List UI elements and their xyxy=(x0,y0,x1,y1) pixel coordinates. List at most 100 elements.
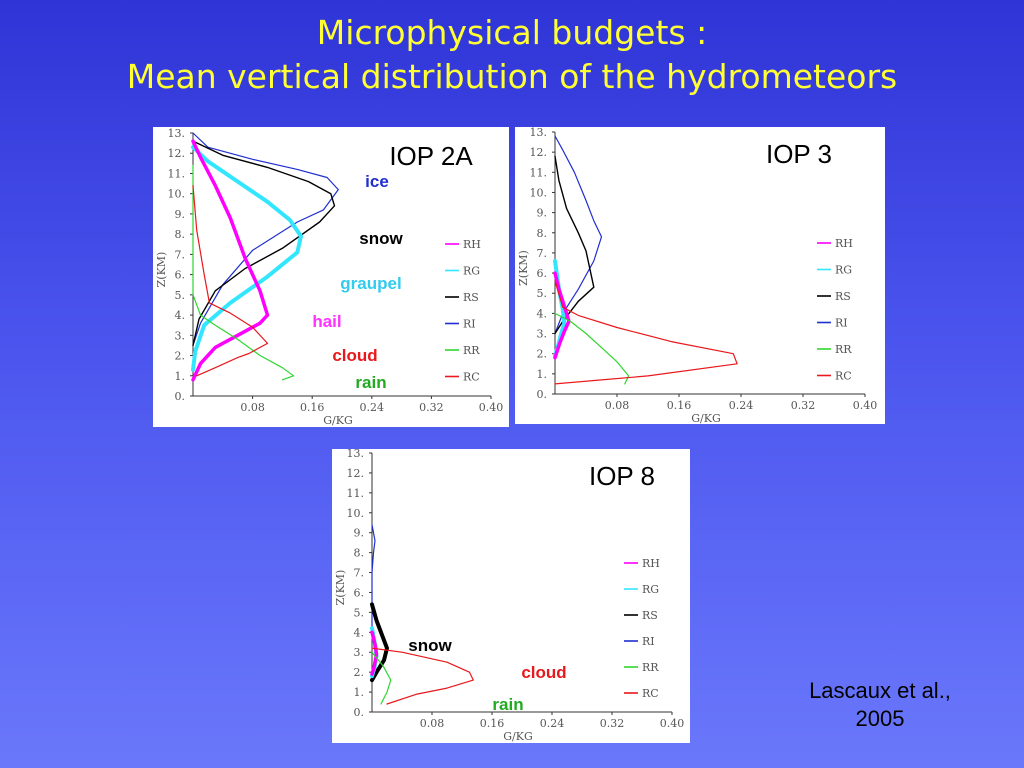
series-line-rh xyxy=(191,139,270,382)
y-tick-label: 4. xyxy=(537,307,548,320)
y-tick-label: 8. xyxy=(175,228,186,241)
y-tick-label: 7. xyxy=(175,248,186,261)
y-tick-label: 9. xyxy=(537,207,548,220)
legend-label-rr: RR xyxy=(463,344,480,357)
y-tick-label: 8. xyxy=(537,227,548,240)
y-tick-label: 12. xyxy=(168,147,186,160)
legend-label-ri: RI xyxy=(642,635,655,648)
legend-label-rr: RR xyxy=(835,343,852,356)
citation-year: 2005 xyxy=(855,706,905,731)
x-tick-label: 0.24 xyxy=(540,717,565,730)
x-tick-label: 0.24 xyxy=(360,401,385,414)
x-tick-label: 0.40 xyxy=(660,717,685,730)
x-tick-label: 0.40 xyxy=(853,399,878,412)
legend-label-rg: RG xyxy=(835,264,852,277)
y-tick-label: 6. xyxy=(354,586,365,599)
x-axis-label: G/KG xyxy=(323,414,353,427)
y-tick-label: 10. xyxy=(530,186,548,199)
y-tick-label: 11. xyxy=(347,487,365,500)
series-line-rs xyxy=(192,140,336,347)
y-tick-label: 3. xyxy=(354,646,365,659)
y-tick-label: 6. xyxy=(537,267,548,280)
chart-svg-iop2a: 0. 1. 2. 3. 4. 5. 6. 7. 8. 9. 10. 11. 12. 13. 0.08 0.16… xyxy=(155,127,503,427)
annotation-hail: hail xyxy=(312,312,341,331)
y-tick-label: 9. xyxy=(175,208,186,221)
annotation-rain: rain xyxy=(492,695,523,714)
y-tick-label: 8. xyxy=(354,547,365,560)
chart-title: IOP 8 xyxy=(589,461,655,491)
citation-authors: Lascaux et al., xyxy=(809,678,951,703)
legend-label-rs: RS xyxy=(463,291,479,304)
x-tick-label: 0.16 xyxy=(667,399,692,412)
y-tick-label: 9. xyxy=(354,527,365,540)
y-tick-label: 10. xyxy=(347,507,365,520)
x-tick-label: 0.08 xyxy=(420,717,445,730)
legend-label-rh: RH xyxy=(642,557,660,570)
annotation-snow: snow xyxy=(359,229,403,248)
chart-panel-iop8: 0. 1. 2. 3. 4. 5. 6. 7. 8. 9. 10. 11. 12. 13. 0.08 0.16… xyxy=(332,449,690,743)
series-line-ri xyxy=(554,135,603,335)
y-tick-label: 10. xyxy=(168,188,186,201)
y-tick-label: 11. xyxy=(530,166,548,179)
chart-title: IOP 3 xyxy=(766,139,832,169)
series-line-rg xyxy=(191,145,303,372)
legend-label-rg: RG xyxy=(463,265,480,278)
series-line-rr xyxy=(371,651,392,705)
y-tick-label: 5. xyxy=(175,289,186,302)
series-line-rc xyxy=(192,185,269,377)
annotation-snow: snow xyxy=(408,636,452,655)
series-line-rr xyxy=(554,312,630,385)
y-tick-label: 12. xyxy=(530,146,548,159)
series-line-rh xyxy=(553,271,571,360)
y-tick-label: 0. xyxy=(354,706,365,719)
x-axis-label: G/KG xyxy=(503,730,533,743)
slide-title-line2: Mean vertical distribution of the hydrom… xyxy=(126,57,898,96)
y-tick-label: 2. xyxy=(537,348,548,361)
y-tick-label: 7. xyxy=(354,567,365,580)
x-tick-label: 0.32 xyxy=(600,717,625,730)
y-tick-label: 13. xyxy=(347,449,365,460)
annotation-rain: rain xyxy=(355,373,386,392)
slide-title-line1: Microphysical budgets : xyxy=(316,13,708,52)
x-tick-label: 0.08 xyxy=(605,399,630,412)
series-line-rh xyxy=(370,630,379,676)
legend-label-rs: RS xyxy=(642,609,658,622)
series-line-rs xyxy=(370,602,389,683)
series-line-rr xyxy=(192,164,295,381)
y-tick-label: 3. xyxy=(537,328,548,341)
x-tick-label: 0.16 xyxy=(480,717,505,730)
legend-label-rr: RR xyxy=(642,661,659,674)
y-tick-label: 12. xyxy=(347,467,365,480)
x-tick-label: 0.08 xyxy=(240,401,265,414)
legend-label-rc: RC xyxy=(463,371,480,384)
chart-title: IOP 2A xyxy=(389,141,473,171)
y-axis-label: Z(KM) xyxy=(155,252,168,288)
legend-label-rg: RG xyxy=(642,583,659,596)
y-tick-label: 11. xyxy=(168,167,186,180)
y-tick-label: 13. xyxy=(530,127,548,139)
legend-label-rs: RS xyxy=(835,290,851,303)
chart-panel-iop2a: 0. 1. 2. 3. 4. 5. 6. 7. 8. 9. 10. 11. 12. 13. 0.08 0.16… xyxy=(153,127,509,427)
legend-label-rh: RH xyxy=(463,238,481,251)
y-tick-label: 5. xyxy=(537,287,548,300)
y-axis-label: Z(KM) xyxy=(517,250,530,286)
citation: Lascaux et al., 2005 xyxy=(765,677,995,733)
annotation-cloud: cloud xyxy=(332,346,377,365)
y-tick-label: 13. xyxy=(168,127,186,140)
series-line-ri xyxy=(192,132,339,346)
y-tick-label: 6. xyxy=(175,269,186,282)
legend-label-rc: RC xyxy=(642,687,659,700)
y-tick-label: 2. xyxy=(175,350,186,363)
chart-svg-iop8: 0. 1. 2. 3. 4. 5. 6. 7. 8. 9. 10. 11. 12. 13. 0.08 0.16… xyxy=(334,449,685,743)
y-tick-label: 4. xyxy=(354,626,365,639)
annotation-ice: ice xyxy=(365,172,389,191)
legend-label-ri: RI xyxy=(835,317,848,330)
y-tick-label: 3. xyxy=(175,329,186,342)
y-tick-label: 4. xyxy=(175,309,186,322)
y-tick-label: 1. xyxy=(354,686,365,699)
x-tick-label: 0.24 xyxy=(729,399,754,412)
y-tick-label: 5. xyxy=(354,606,365,619)
x-axis-label: G/KG xyxy=(691,412,721,424)
legend-label-ri: RI xyxy=(463,318,476,331)
chart-panel-iop3: 0. 1. 2. 3. 4. 5. 6. 7. 8. 9. 10. 11. 12. 13. 0.08 0.16… xyxy=(515,127,885,424)
